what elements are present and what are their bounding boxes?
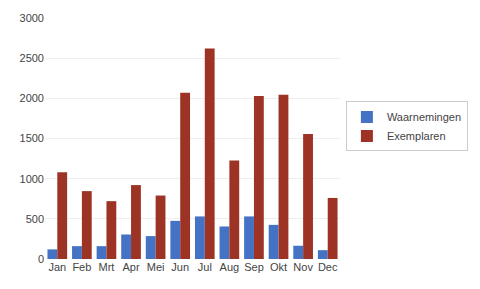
svg-text:Aug: Aug	[220, 261, 240, 273]
svg-text:2000: 2000	[20, 92, 44, 104]
svg-text:Feb: Feb	[72, 261, 91, 273]
svg-text:Waarnemingen: Waarnemingen	[387, 111, 461, 123]
svg-text:3000: 3000	[20, 12, 44, 24]
svg-text:Mei: Mei	[147, 261, 165, 273]
svg-text:Sep: Sep	[244, 261, 264, 273]
svg-text:Jun: Jun	[171, 261, 189, 273]
svg-text:0: 0	[38, 253, 44, 265]
svg-text:Jul: Jul	[198, 261, 212, 273]
svg-text:Okt: Okt	[270, 261, 287, 273]
svg-text:Mrt: Mrt	[99, 261, 115, 273]
svg-text:2500: 2500	[20, 52, 44, 64]
svg-text:Nov: Nov	[293, 261, 313, 273]
svg-text:Exemplaren: Exemplaren	[387, 130, 446, 142]
svg-text:Apr: Apr	[122, 261, 139, 273]
svg-text:Jan: Jan	[48, 261, 66, 273]
svg-text:1500: 1500	[20, 132, 44, 144]
svg-text:Dec: Dec	[318, 261, 338, 273]
svg-text:500: 500	[26, 213, 44, 225]
svg-text:1000: 1000	[20, 173, 44, 185]
